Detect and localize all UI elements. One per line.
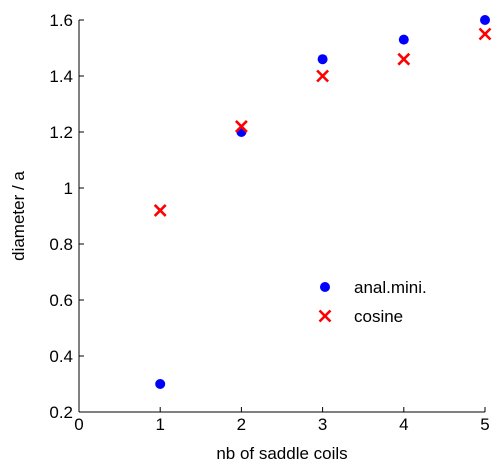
series-circle: [155, 15, 490, 389]
legend-entry: anal.mini.: [354, 278, 427, 297]
x-tick-label: 0: [74, 415, 83, 434]
y-tick-label: 0.8: [49, 235, 73, 254]
data-point: [153, 203, 167, 217]
legend: anal.mini. cosine: [318, 278, 427, 326]
data-point: [316, 69, 330, 83]
legend-entry: cosine: [354, 307, 403, 326]
y-tick-label: 0.2: [49, 403, 73, 422]
data-point: [397, 52, 411, 66]
x-tick-label: 2: [237, 415, 246, 434]
x-tick-label: 3: [318, 415, 327, 434]
data-point: [478, 27, 492, 41]
x-tick-label: 1: [155, 415, 164, 434]
x-axis-label: nb of saddle coils: [216, 444, 347, 463]
data-point: [155, 379, 166, 389]
y-tick-label: 1.4: [49, 67, 73, 86]
y-axis-label: diameter / a: [9, 171, 28, 261]
legend-marker: [320, 282, 330, 292]
y-tick-label: 0.6: [49, 291, 73, 310]
data-point: [317, 54, 328, 65]
data-point: [234, 119, 248, 133]
data-point: [480, 15, 490, 25]
y-tick-label: 0.4: [49, 347, 73, 366]
y-tick-label: 1.6: [49, 11, 73, 30]
data-point: [398, 34, 409, 45]
axes: 0 1 2 3 4 5 0.2 0.4 0.6 0.8 1 1.2 1.4 1.6: [49, 11, 489, 434]
legend-marker: [318, 309, 332, 323]
x-tick-label: 4: [399, 415, 408, 434]
y-tick-label: 1.2: [49, 123, 73, 142]
x-tick-label: 5: [480, 415, 489, 434]
series-x: [153, 27, 492, 217]
y-tick-label: 1: [64, 179, 73, 198]
data-marks: [153, 15, 492, 389]
